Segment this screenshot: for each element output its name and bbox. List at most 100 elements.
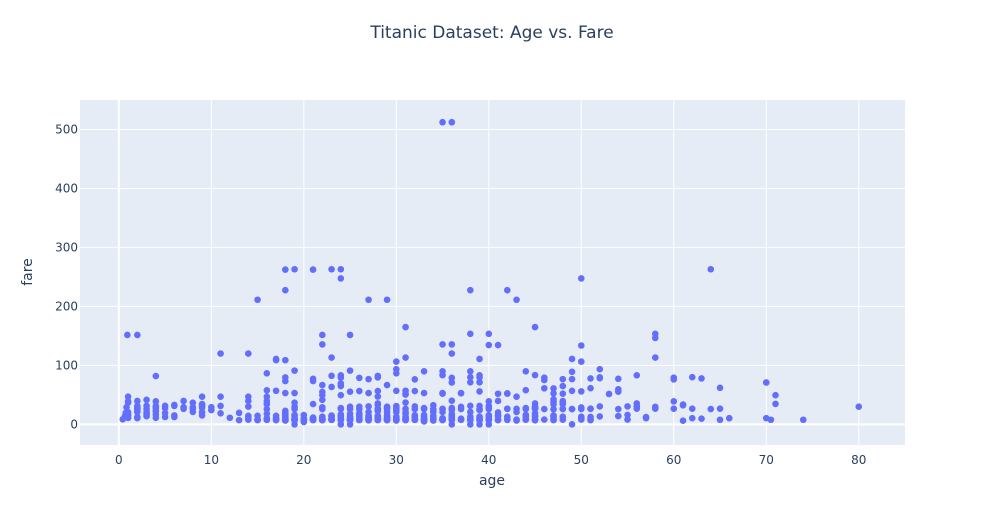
data-point	[494, 390, 502, 398]
data-point	[134, 407, 141, 415]
data-point	[624, 411, 631, 419]
data-point	[189, 403, 197, 411]
data-point	[393, 408, 400, 416]
data-point	[725, 414, 733, 422]
data-point	[411, 416, 419, 424]
data-point	[596, 413, 604, 420]
data-point	[457, 390, 465, 397]
data-point	[346, 331, 354, 339]
y-tick-label: 200	[55, 299, 78, 313]
data-point	[596, 403, 604, 410]
data-point	[476, 355, 483, 363]
data-point	[522, 386, 530, 394]
data-point	[448, 341, 456, 348]
data-point	[633, 371, 641, 379]
data-point	[568, 405, 576, 413]
data-point	[577, 416, 585, 423]
data-point	[402, 391, 409, 398]
data-point	[393, 387, 400, 395]
data-point	[263, 370, 271, 377]
data-point	[319, 341, 326, 348]
data-point	[309, 266, 317, 273]
data-point	[124, 331, 131, 339]
data-point	[309, 400, 317, 408]
data-point	[439, 371, 446, 379]
data-point	[282, 356, 289, 364]
data-point	[291, 405, 298, 413]
data-point	[291, 367, 298, 374]
data-point	[171, 413, 178, 421]
data-point	[328, 354, 335, 361]
data-point	[670, 405, 678, 412]
data-point	[319, 416, 326, 424]
data-point	[411, 405, 419, 413]
data-point	[217, 393, 224, 401]
data-point	[124, 393, 132, 401]
x-tick-label: 10	[204, 453, 219, 467]
data-point	[328, 372, 335, 380]
data-point	[448, 379, 456, 386]
data-point	[772, 391, 779, 399]
data-point	[208, 403, 215, 411]
data-point	[503, 390, 511, 397]
data-point	[356, 387, 363, 395]
data-point	[568, 355, 576, 363]
data-point	[263, 386, 271, 394]
x-tick-label: 30	[389, 453, 404, 467]
data-point	[651, 334, 659, 342]
x-tick-label: 40	[481, 453, 496, 467]
data-point	[272, 387, 280, 395]
data-point	[235, 409, 243, 417]
data-point	[337, 382, 345, 390]
data-point	[467, 408, 474, 416]
data-point	[799, 416, 807, 424]
data-point	[272, 356, 280, 364]
data-point	[614, 375, 622, 383]
data-point	[143, 396, 150, 404]
data-point	[467, 373, 474, 381]
data-point	[180, 403, 187, 411]
data-point	[540, 384, 548, 392]
data-point	[134, 397, 141, 405]
data-point	[614, 412, 622, 420]
data-point	[476, 406, 483, 414]
data-point	[476, 379, 483, 386]
data-point	[319, 331, 326, 339]
data-point	[614, 405, 622, 413]
data-point	[568, 421, 576, 428]
data-point	[559, 400, 567, 408]
data-point	[559, 405, 567, 413]
data-point	[374, 387, 382, 395]
data-point	[235, 416, 243, 424]
data-point	[180, 397, 187, 405]
data-point	[596, 374, 604, 382]
data-point	[485, 405, 493, 413]
data-point	[707, 265, 715, 273]
data-point	[226, 414, 234, 422]
data-point	[503, 416, 511, 424]
data-point	[393, 417, 400, 424]
data-point	[328, 416, 335, 424]
data-point	[651, 405, 659, 412]
data-point	[577, 358, 585, 365]
data-point	[651, 354, 659, 361]
data-point	[448, 421, 456, 428]
data-point	[254, 296, 261, 304]
data-point	[309, 416, 317, 424]
data-point	[282, 377, 289, 385]
data-point	[485, 421, 493, 428]
data-point	[503, 405, 511, 413]
data-point	[587, 405, 594, 413]
data-point	[448, 374, 456, 382]
data-point	[365, 296, 372, 304]
y-axis-title: fare	[20, 258, 36, 286]
data-point	[337, 421, 345, 428]
data-point	[152, 372, 160, 380]
data-point	[365, 375, 372, 383]
data-point	[550, 385, 557, 392]
data-point	[624, 403, 631, 410]
data-point	[337, 404, 345, 412]
data-point	[161, 404, 169, 412]
data-point	[513, 408, 520, 416]
